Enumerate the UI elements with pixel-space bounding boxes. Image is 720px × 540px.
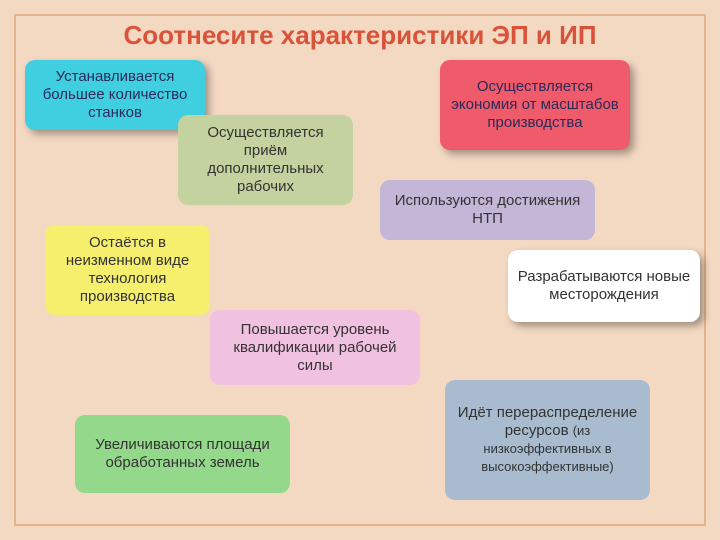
card-label: Идёт перераспределение ресурсов (из низк…	[453, 404, 642, 476]
card-extra-workers[interactable]: Осуществляется приём дополнительных рабо…	[178, 115, 353, 205]
card-label: Осуществляется приём дополнительных рабо…	[186, 124, 345, 196]
card-label: Разрабатываются новые месторождения	[516, 268, 692, 304]
slide-container: Соотнесите характеристики ЭП и ИП Устана…	[0, 0, 720, 540]
card-new-deposits[interactable]: Разрабатываются новые месторождения	[508, 250, 700, 322]
card-land-area[interactable]: Увеличиваются площади обработанных земел…	[75, 415, 290, 493]
card-ntp[interactable]: Используются достижения НТП	[380, 180, 595, 240]
card-main-text: Идёт перераспределение ресурсов	[458, 404, 637, 439]
card-label: Устанавливается большее количество станк…	[33, 68, 197, 122]
card-label: Повышается уровень квалификации рабочей …	[218, 321, 412, 375]
card-qualification[interactable]: Повышается уровень квалификации рабочей …	[210, 310, 420, 385]
slide-title: Соотнесите характеристики ЭП и ИП	[45, 20, 675, 51]
card-unchanged-tech[interactable]: Остаётся в неизменном виде технология пр…	[45, 225, 210, 315]
card-machines[interactable]: Устанавливается большее количество станк…	[25, 60, 205, 130]
card-label: Увеличиваются площади обработанных земел…	[83, 436, 282, 472]
card-scale-economy[interactable]: Осуществляется экономия от масштабов про…	[440, 60, 630, 150]
card-label: Осуществляется экономия от масштабов про…	[448, 78, 622, 132]
card-label: Остаётся в неизменном виде технология пр…	[53, 234, 202, 306]
card-resources-redistribution[interactable]: Идёт перераспределение ресурсов (из низк…	[445, 380, 650, 500]
card-label: Используются достижения НТП	[388, 192, 587, 228]
